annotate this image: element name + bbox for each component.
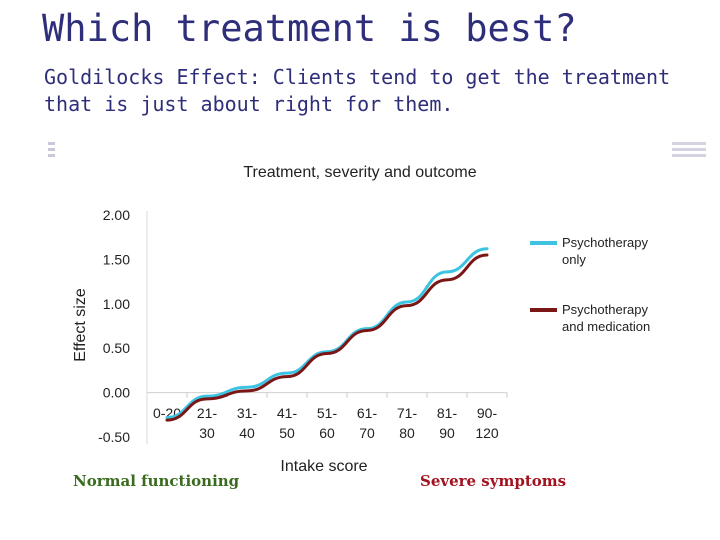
rule-left-3 xyxy=(48,154,55,157)
x-tick-label: 31-40 xyxy=(237,405,258,441)
y-axis-label: Effect size xyxy=(72,288,89,362)
x-tick-label: 21-30 xyxy=(197,405,218,441)
legend-label: Psychotherapy only xyxy=(562,235,648,267)
legend-label: Psychotherapy and medication xyxy=(562,302,650,334)
x-tick-label: 61-70 xyxy=(357,405,378,441)
x-tick-label: 41-50 xyxy=(277,405,298,441)
y-tick-label: -0.50 xyxy=(98,429,130,445)
series-line-psychotherapy-and-medication xyxy=(165,253,489,422)
note-severe-symptoms: Severe symptoms xyxy=(420,472,567,490)
x-tick-label: 51-60 xyxy=(317,405,338,441)
note-normal-functioning: Normal functioning xyxy=(73,472,240,490)
y-axis-ticks: 2.00 1.50 1.00 0.50 0.00 -0.50 xyxy=(98,207,130,445)
y-tick-label: 1.00 xyxy=(103,296,130,312)
y-tick-label: 0.00 xyxy=(103,385,130,401)
rule-right-3 xyxy=(672,154,706,157)
series-lines xyxy=(165,247,489,422)
y-tick-label: 2.00 xyxy=(103,207,130,223)
slide-subtitle: Goldilocks Effect: Clients tend to get t… xyxy=(44,65,671,116)
series-line-psychotherapy-only xyxy=(165,247,489,419)
x-tick-label: 90-120 xyxy=(475,405,499,441)
y-tick-label: 1.50 xyxy=(103,251,130,267)
x-tick-label: 81-90 xyxy=(437,405,458,441)
rule-left-1 xyxy=(48,142,55,145)
rule-right-2 xyxy=(672,148,706,151)
x-axis: 0-20 21-3031-4041-5051-6061-7071-8081-909… xyxy=(147,392,508,441)
chart-title: Treatment, severity and outcome xyxy=(243,164,476,181)
rule-left-2 xyxy=(48,148,55,151)
slide-title: Which treatment is best? xyxy=(42,7,577,50)
rule-right-1 xyxy=(672,142,706,145)
legend: Psychotherapy only Psychotherapy and medica… xyxy=(530,235,650,334)
y-tick-label: 0.50 xyxy=(103,340,130,356)
x-axis-label: Intake score xyxy=(280,458,367,475)
x-tick-label: 71-80 xyxy=(397,405,418,441)
